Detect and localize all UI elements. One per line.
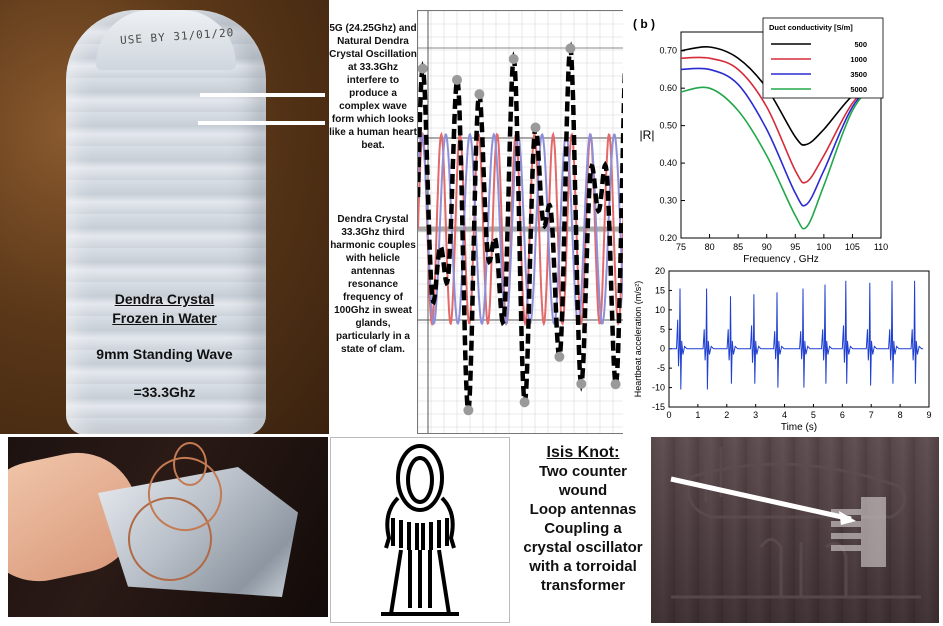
legend-label-500: 500 [854,40,867,49]
waveform-svg [418,11,626,433]
legend-title: Duct conductivity [S/m] [769,23,853,32]
x-tick-label: 5 [811,410,816,420]
y-tick-label: -15 [652,402,665,412]
isis-line: Loop antennas [529,501,637,518]
x-tick-label: 8 [898,410,903,420]
reflectance-chart: 75 80 85 90 95 100 105 110 0.20 0.30 0.40 0.50 0.60 0… [623,10,933,263]
y-axis-label: |R| [640,128,655,142]
extremum-marker [610,379,621,390]
description-paragraph-1: 5G (24.25Ghz) and Natural Dendra Crystal… [329,23,417,151]
y-tick-label: 0.50 [659,121,677,131]
pointer-line-2 [198,121,325,125]
caption-frequency: =33.3Ghz [133,384,196,400]
dendera-relief-photo [651,437,939,623]
legend-box [762,17,884,99]
plot-frame [668,270,930,408]
x-tick-label: 95 [790,242,800,252]
y-tick-label: 0.30 [659,196,677,206]
interference-wave-series [418,41,626,415]
isis-line: transformer [540,577,626,594]
x-tick-label: 75 [676,242,686,252]
blue-wave-series [418,132,626,326]
y-tick-label: 15 [655,285,665,295]
wrapped-crystal-photo [8,437,328,617]
extremum-marker [474,89,485,100]
isis-knot-glyph [330,437,510,623]
interference-waveform-chart [417,10,627,434]
extremum-marker [418,63,428,74]
x-tick-label: 7 [869,410,874,420]
reflectance-series-500 [680,45,882,146]
x-tick-label: 3 [753,410,758,420]
caption-title-line1: Dendra Crystal [114,291,215,307]
reflectance-svg: 75 80 85 90 95 100 105 110 0.20 0.30 0.40 0.50 0.60 0… [633,17,888,263]
heartbeat-chart: 0 1 2 3 4 5 6 7 8 9 -15 -10 -5 0 5 10 15 20 Time (s) Heartb… [623,263,933,434]
x-tick-label: 110 [874,242,888,252]
isis-knot-description: Isis Knot: Two counter wound Loop antenn… [513,437,653,623]
copper-wire-knot [173,442,207,486]
x-tick-label: 6 [840,410,845,420]
x-tick-label: 0 [666,410,671,420]
y-tick-label: 0 [660,344,665,354]
caption-title-line2: Frozen in Water [112,310,217,326]
relief-svg [670,447,921,599]
relief-pointer-arrow [670,476,852,522]
x-tick-label: 2 [724,410,729,420]
tyet-glyph-icon [381,444,459,616]
extremum-marker [530,122,541,133]
y-tick-label: 0.20 [659,233,677,243]
panel-label: ( b ) [633,17,655,31]
x-tick-label: 9 [926,410,931,420]
extremum-marker [565,43,576,54]
y-tick-label: -5 [657,363,665,373]
x-tick-label: 105 [845,242,860,252]
extremum-marker [463,405,474,416]
isis-line: Two counter [538,463,628,480]
extremum-marker [576,378,587,389]
x-axis-label: Time (s) [781,422,817,433]
isis-heading: Isis Knot: [546,444,620,461]
quartz-crystal [98,467,298,597]
isis-line: Coupling a [544,520,622,537]
extremum-marker [508,54,519,64]
description-paragraph-2: Dendra Crystal 33.3Ghz third harmonic co… [330,214,416,355]
legend-label-5000: 5000 [850,85,867,94]
x-tick-label: 85 [733,242,743,252]
bottle-glass [66,10,266,434]
reflectance-series-3500 [680,67,882,207]
y-tick-label: 0.60 [659,83,677,93]
caption-standing-wave: 9mm Standing Wave [96,346,233,362]
pointer-line-1 [200,93,325,97]
y-tick-label: 0.70 [659,46,677,56]
description-column: 5G (24.25Ghz) and Natural Dendra Crystal… [329,0,417,434]
reflectance-series-5000 [680,76,882,230]
extremum-marker [519,397,530,408]
heartbeat-svg: 0 1 2 3 4 5 6 7 8 9 -15 -10 -5 0 5 10 15 20 Time (s) Heartb… [633,266,932,433]
y-tick-label: 0.40 [659,158,677,168]
x-tick-label: 100 [816,242,831,252]
isis-line: crystal oscillator [523,539,643,556]
y-tick-label: 5 [660,324,665,334]
isis-line: wound [558,482,608,499]
extremum-marker [554,351,565,362]
y-tick-label: -10 [652,383,665,393]
x-axis-label: Frequency , GHz [743,254,819,263]
reflectance-series-1000 [680,56,882,184]
legend-label-1000: 1000 [850,55,867,64]
isis-line: with a torroidal [529,558,637,575]
legend-label-3500: 3500 [850,70,867,79]
y-axis-label: Heartbeat acceleration (m/s²) [633,281,643,398]
x-tick-label: 1 [695,410,700,420]
frozen-bottle-photo: USE BY 31/01/20 Dendra Crystal Frozen in… [0,0,329,434]
y-tick-label: 20 [655,266,665,276]
x-tick-label: 80 [705,242,715,252]
y-tick-label: 10 [655,305,665,315]
heartbeat-series [669,280,924,390]
extremum-marker [452,74,462,85]
x-tick-label: 90 [762,242,772,252]
x-tick-label: 4 [782,410,787,420]
